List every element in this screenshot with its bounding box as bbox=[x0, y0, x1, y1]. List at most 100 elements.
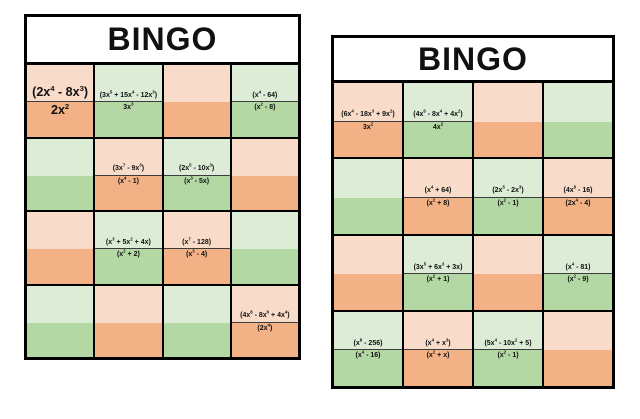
fraction-numerator: (6x4 - 18x3 + 9x2) bbox=[341, 108, 395, 119]
cell-lower-half bbox=[95, 322, 162, 357]
bingo-cell-r4c2 bbox=[95, 285, 162, 357]
bingo-cell-r2c1 bbox=[334, 159, 402, 234]
bingo-cell-r3c1 bbox=[334, 235, 402, 310]
bingo-cell-r1c3 bbox=[474, 83, 542, 158]
cell-upper-half: (3x7 - 9x3) bbox=[95, 138, 162, 176]
bingo-cell-r2c4 bbox=[231, 138, 298, 210]
bingo-cell-r4c2: (x4 + x3) (x2 + x) bbox=[404, 311, 472, 386]
cell-lower-half: (x3 - 4) bbox=[163, 248, 230, 284]
cell-upper-half: (5x4 - 10x2 + 5) bbox=[474, 311, 542, 351]
cell-upper-half: (4x8 - 16) bbox=[544, 159, 612, 198]
bingo-cell-r3c4 bbox=[231, 212, 298, 284]
bingo-cell-r1c1: (6x4 - 18x3 + 9x2) 3x2 bbox=[334, 83, 402, 158]
bingo-cell-r2c3: (2x5 - 10x3) (x3 - 5x) bbox=[163, 138, 230, 210]
bingo-cell-r4c4: (4x8 - 8x6 + 4x4) (2x4) bbox=[231, 285, 298, 357]
fraction-numerator: (x7 - 128) bbox=[182, 236, 212, 246]
cell-upper-half: (4x6 - 8x4 + 4x2) bbox=[404, 83, 472, 122]
cell-lower-half bbox=[231, 249, 298, 284]
cell-upper-half bbox=[95, 285, 162, 323]
fraction-numerator: (x4 - 64) bbox=[252, 89, 278, 99]
cell-lower-half: (x4 - 1) bbox=[95, 175, 162, 210]
card-title: BINGO bbox=[27, 17, 298, 65]
fraction-numerator: (2x5 - 2x3) bbox=[492, 185, 524, 195]
cell-lower-half bbox=[27, 175, 94, 210]
cell-lower-half bbox=[27, 249, 94, 284]
bingo-grid-left: (2x4 - 8x3) 2x2 (3x5 + 15x4 - 12x3) 3x3 (x4 … bbox=[27, 65, 298, 357]
cell-upper-half bbox=[474, 235, 542, 275]
fraction-denominator: 2x2 bbox=[51, 102, 70, 118]
fraction-numerator: (2x5 - 10x3) bbox=[179, 162, 215, 173]
fraction-denominator: (x2 + 2) bbox=[116, 248, 140, 259]
cell-upper-half bbox=[231, 212, 298, 250]
bingo-cell-r3c4: (x4 - 81) (x2 - 9) bbox=[544, 235, 612, 310]
bingo-cell-r3c3: (x7 - 128) (x3 - 4) bbox=[163, 212, 230, 284]
cell-upper-half: (x4 - 64) bbox=[231, 65, 298, 103]
bingo-cell-r4c1 bbox=[27, 285, 94, 357]
fraction-numerator: (x4 + x3) bbox=[425, 337, 451, 347]
cell-upper-half: (3x5 + 15x4 - 12x3) bbox=[95, 65, 162, 103]
fraction-numerator: (x4 - 81) bbox=[565, 261, 591, 271]
cell-lower-half bbox=[27, 322, 94, 357]
cell-lower-half bbox=[334, 274, 402, 310]
cell-upper-half: (x8 - 256) bbox=[334, 311, 402, 351]
cell-upper-half: (2x5 - 2x3) bbox=[474, 159, 542, 198]
bingo-cell-r3c2: (x3 + 5x2 + 4x) (x2 + 2) bbox=[95, 212, 162, 284]
cell-upper-half: (4x8 - 8x6 + 4x4) bbox=[231, 285, 298, 323]
cell-lower-half bbox=[474, 274, 542, 310]
bingo-cell-r3c2: (3x5 + 6x3 + 3x) (x2 + 1) bbox=[404, 235, 472, 310]
fraction-denominator: 3x2 bbox=[362, 121, 374, 131]
cell-upper-half: (3x5 + 6x3 + 3x) bbox=[404, 235, 472, 275]
bingo-card-left: BINGO (2x4 - 8x3) 2x2 (3x5 + 15x4 - 12x3) 3… bbox=[24, 14, 301, 360]
cell-lower-half: (x2 + 8) bbox=[404, 197, 472, 234]
cell-upper-half: (x4 - 81) bbox=[544, 235, 612, 275]
cell-lower-half: (x2 - 8) bbox=[231, 101, 298, 137]
fraction-denominator: (x2 - 1) bbox=[497, 350, 519, 360]
fraction-numerator: (4x8 - 16) bbox=[563, 185, 593, 195]
bingo-cell-r3c1 bbox=[27, 212, 94, 284]
fraction-denominator: (x2 + 8) bbox=[426, 197, 450, 207]
cell-lower-half: (x4 - 16) bbox=[334, 350, 402, 386]
fraction-numerator: (2x4 - 8x3) bbox=[32, 83, 89, 99]
fraction-denominator: (x4 - 1) bbox=[117, 175, 139, 185]
fraction-denominator: 4x2 bbox=[432, 121, 444, 131]
cell-upper-half: (2x5 - 10x3) bbox=[163, 138, 230, 176]
fraction-denominator: (x2 - 1) bbox=[497, 197, 519, 207]
fraction-numerator: (3x5 + 15x4 - 12x3) bbox=[99, 89, 158, 99]
bingo-cell-r4c4 bbox=[544, 311, 612, 386]
bingo-cell-r2c2: (x4 + 64) (x2 + 8) bbox=[404, 159, 472, 234]
fraction-numerator: (x4 + 64) bbox=[424, 185, 452, 195]
bingo-cell-r2c1 bbox=[27, 138, 94, 210]
cell-upper-half bbox=[474, 83, 542, 122]
bingo-cell-r3c3 bbox=[474, 235, 542, 310]
cell-lower-half bbox=[544, 350, 612, 386]
bingo-cell-r4c3 bbox=[163, 285, 230, 357]
cell-lower-half: (x3 - 5x) bbox=[163, 175, 230, 210]
bingo-cell-r1c4 bbox=[544, 83, 612, 158]
bingo-cell-r4c1: (x8 - 256) (x4 - 16) bbox=[334, 311, 402, 386]
bingo-cell-r1c1: (2x4 - 8x3) 2x2 bbox=[27, 65, 94, 137]
card-title: BINGO bbox=[334, 38, 612, 83]
fraction-denominator: (x2 - 8) bbox=[254, 101, 276, 112]
fraction-numerator: (x8 - 256) bbox=[353, 337, 383, 347]
bingo-cell-r2c2: (3x7 - 9x3) (x4 - 1) bbox=[95, 138, 162, 210]
fraction-numerator: (3x5 + 6x3 + 3x) bbox=[413, 261, 463, 271]
cell-lower-half bbox=[334, 197, 402, 234]
cell-lower-half: (x2 + x) bbox=[404, 350, 472, 386]
cell-lower-half: 4x2 bbox=[404, 121, 472, 158]
cell-lower-half: (2x4) bbox=[231, 322, 298, 357]
fraction-denominator: (x3 - 5x) bbox=[184, 175, 210, 185]
cell-lower-half bbox=[544, 121, 612, 158]
cell-lower-half: 2x2 bbox=[27, 102, 94, 137]
cell-upper-half: (x7 - 128) bbox=[163, 212, 230, 250]
cell-upper-half bbox=[163, 285, 230, 323]
cell-upper-half: (2x4 - 8x3) bbox=[27, 65, 94, 103]
bingo-cell-r1c3 bbox=[163, 65, 230, 137]
fraction-numerator: (x3 + 5x2 + 4x) bbox=[105, 236, 151, 246]
fraction-denominator: (2x4) bbox=[257, 322, 273, 332]
cell-upper-half bbox=[27, 285, 94, 323]
bingo-cell-r4c3: (5x4 - 10x2 + 5) (x2 - 1) bbox=[474, 311, 542, 386]
cell-upper-half: (x4 + x3) bbox=[404, 311, 472, 351]
bingo-cell-r2c4: (4x8 - 16) (2x4 - 4) bbox=[544, 159, 612, 234]
fraction-denominator: (x3 - 4) bbox=[186, 248, 208, 259]
